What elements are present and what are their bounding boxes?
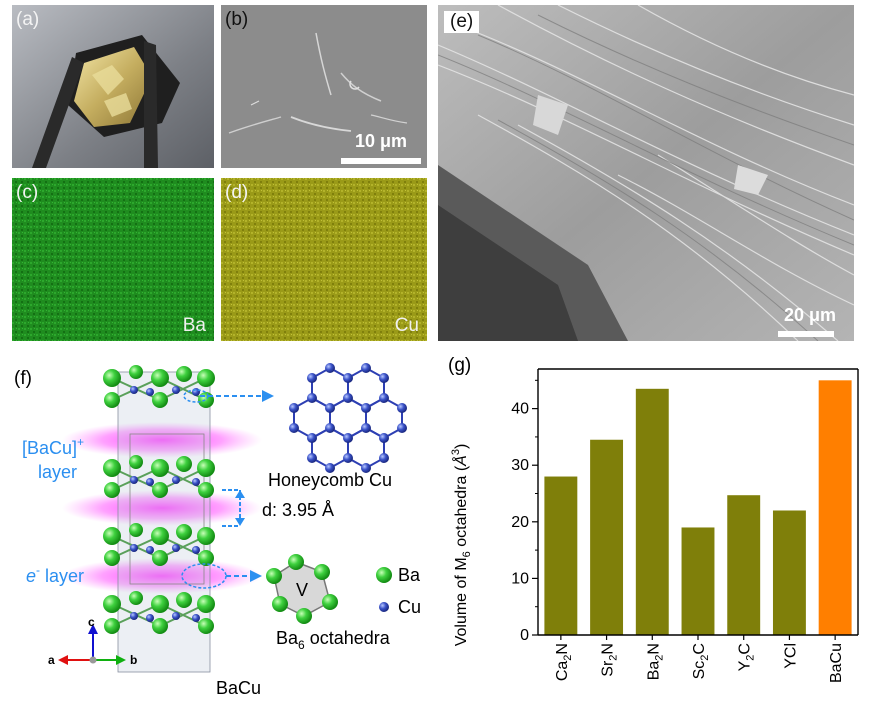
crystal-photo [12,5,214,168]
y-axis-label: Volume of M6 octahedra (Å3) [450,444,473,647]
bar-sc2c [681,527,715,635]
y-tick-label: 20 [511,514,529,531]
x-tick-label: Ba2N [645,643,665,680]
panel-f-structure: (f) [0,350,440,720]
electron-layer-glow [62,558,262,594]
x-tick-label: Sr2N [600,643,620,677]
x-tick-label: Ca2N [554,643,574,681]
bar-ycl [772,510,806,635]
panel-b-label: (b) [225,9,249,30]
y-tick-label: 30 [511,457,529,474]
compound-label: BaCu [216,678,261,698]
y-tick-label: 40 [511,401,529,418]
interlayer-spacing-label: d: 3.95 Å [262,500,334,520]
panel-c-ba-map: (c) Ba [12,178,214,341]
bacu-layer-label: [BaCu]+ [22,435,84,458]
x-tick-label: YCl [782,643,799,669]
panel-a-label: (a) [16,9,40,30]
legend-cu-label: Cu [398,597,421,617]
cu-atoms [130,386,200,622]
panel-a-photo: (a) [12,5,214,168]
panel-b-sem: (b) 10 μm [221,5,427,168]
axes-triad [58,624,126,665]
scale-bar-e [778,331,834,337]
axis-c-label: c [88,615,95,629]
electron-layer-glow [62,422,262,458]
legend-ba-marker [376,567,392,583]
x-tick-label: Sc2C [691,643,711,679]
panel-g-chart: (g) Ca2N Sr2N Ba2N Sc2C Y2C YCl BaCu 0 10 20 30 40 … [440,345,880,717]
x-tick-label: BaCu [828,643,845,683]
bacu-layer-word: layer [38,462,77,482]
x-tick-label: Y2C [737,643,757,671]
sem-surface-image [221,5,427,168]
scale-bar-label-b: 10 μm [354,131,408,151]
honeycomb-cu-diagram [289,363,407,473]
axis-a-label: a [48,653,55,667]
y-tick-label: 10 [511,570,529,587]
element-label-ba: Ba [182,315,206,336]
ba-map-image [12,178,214,341]
electron-layer-glow [62,490,262,526]
scale-bar-label-e: 20 μm [783,305,837,325]
honeycomb-caption: Honeycomb Cu [268,470,392,490]
cu-map-image [221,178,427,341]
octahedra-caption: Ba6 octahedra [276,628,391,652]
panel-d-cu-map: (d) Cu [221,178,427,341]
legend-cu-marker [379,602,389,612]
axis-b-label: b [130,653,137,667]
panel-c-label: (c) [16,182,39,203]
legend-ba-label: Ba [398,565,421,585]
bar-sr2n [590,439,624,635]
bar-ca2n [544,476,578,635]
electron-layer-label: e- layer [26,563,84,586]
panel-e-sem: (e) 20 μm [438,5,854,341]
element-label-cu: Cu [394,315,419,336]
octahedron-center-label: V [296,580,308,600]
bar-y2c [727,495,761,635]
bar-ba2n [635,388,669,635]
y-tick-label: 0 [520,627,529,644]
scale-bar-b [341,158,421,164]
bar-bacu [818,380,852,635]
panel-e-label: (e) [444,11,480,33]
sem-layered-image [438,5,854,341]
panel-f-label: (f) [14,368,32,389]
panel-g-label: (g) [448,355,471,376]
ba6-octahedron [266,554,338,624]
panel-d-label: (d) [225,182,249,203]
crystal-structure-figure: (f) [14,363,421,698]
